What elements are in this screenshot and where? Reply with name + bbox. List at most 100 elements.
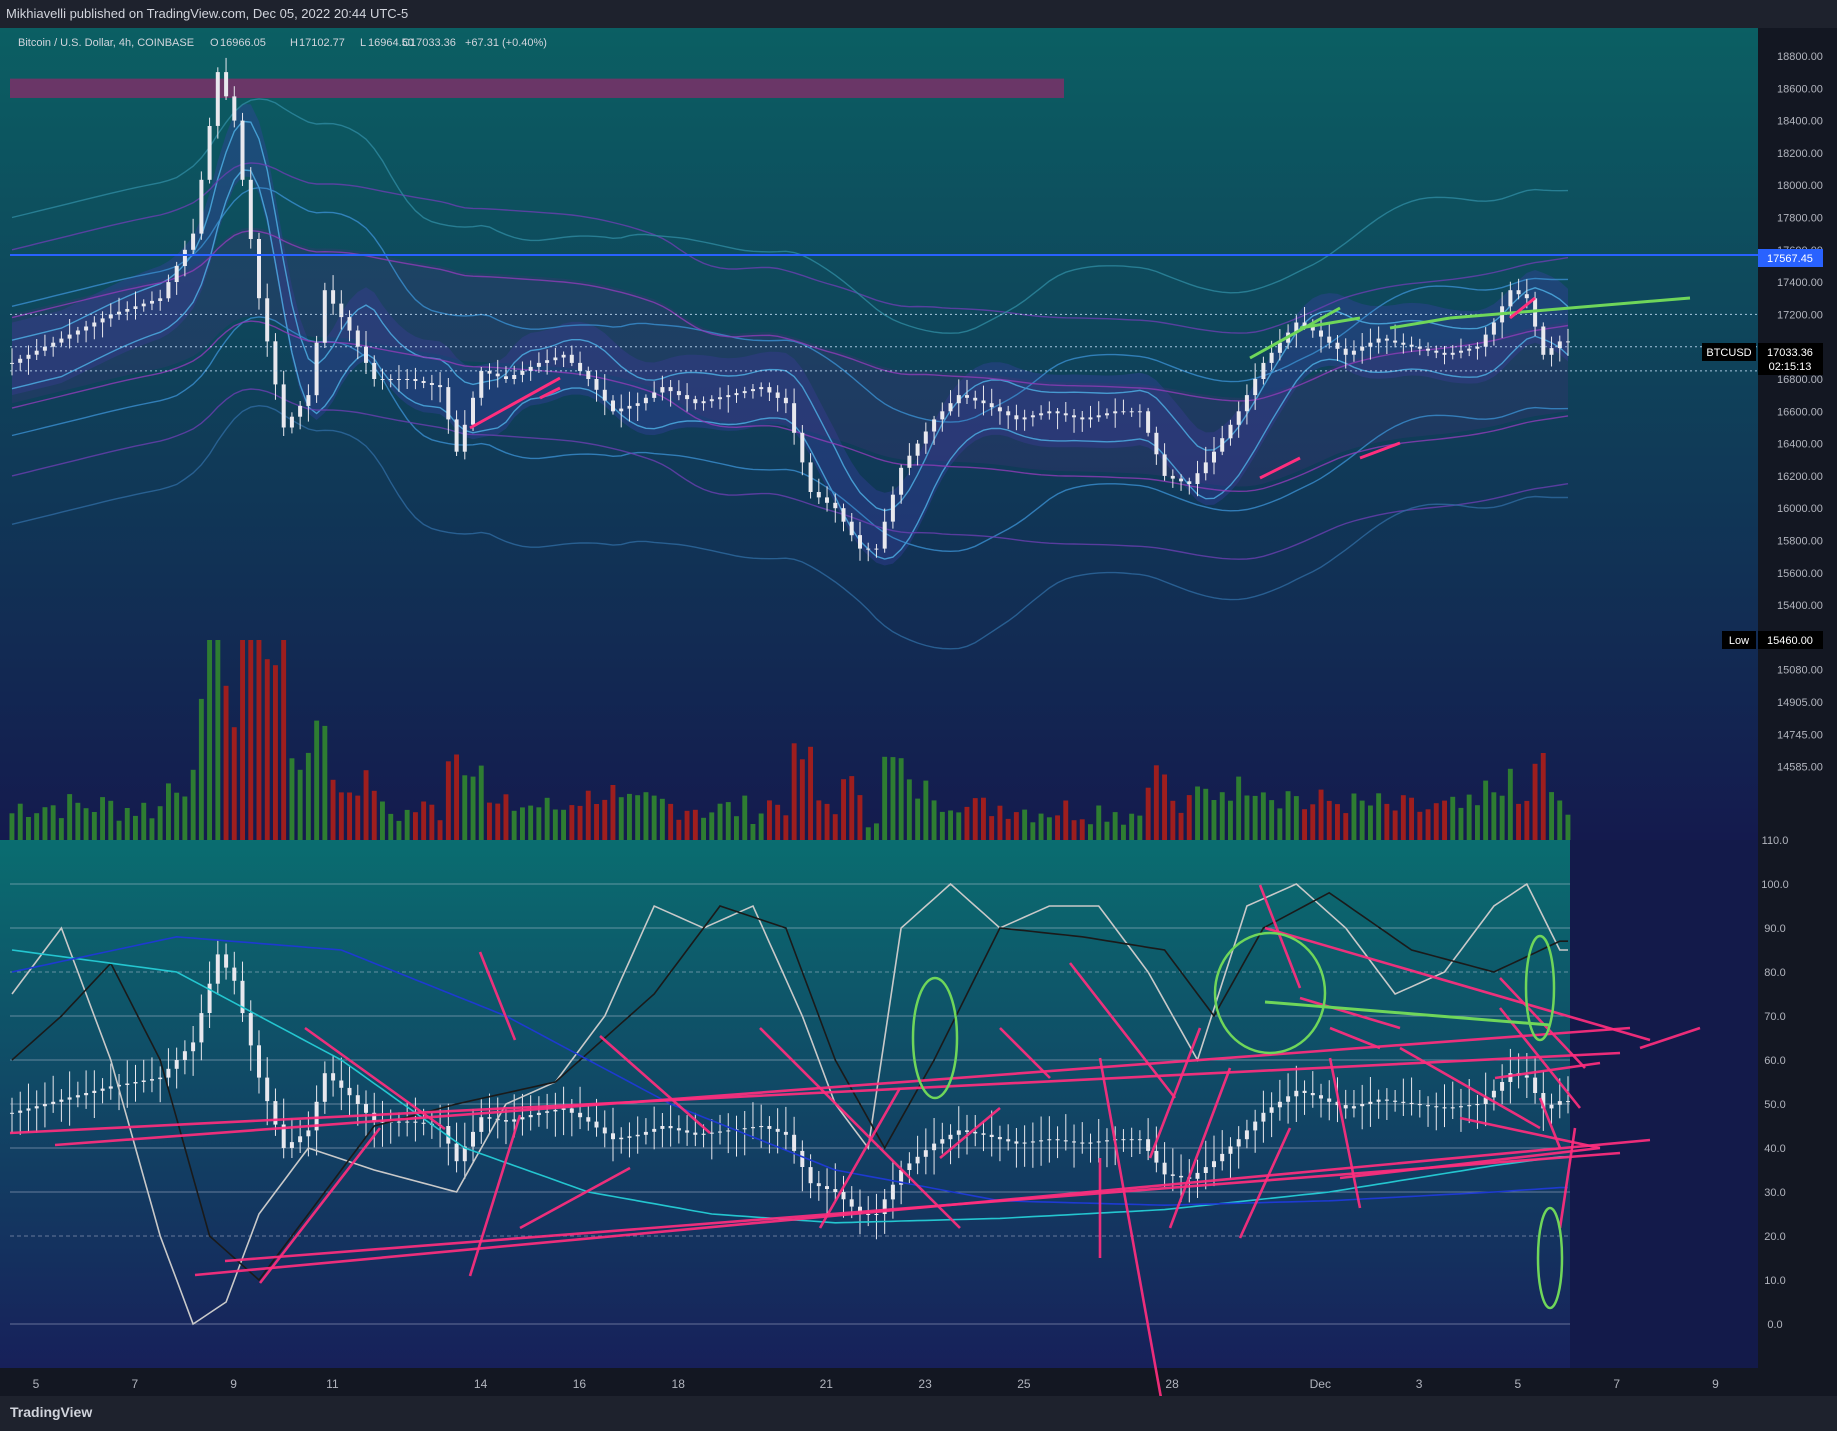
candle-body: [1105, 413, 1109, 416]
oscillator-candle-body: [248, 1013, 253, 1046]
volume-bar: [1507, 768, 1513, 840]
ma-long-band-fill: [12, 227, 1568, 487]
candle-body: [652, 392, 657, 398]
oscillator-candle-body: [1096, 1141, 1101, 1143]
time-axis-tick-label: 3: [1416, 1377, 1423, 1391]
oscillator-candle-body: [1310, 1093, 1315, 1096]
candle-body: [355, 330, 360, 347]
time-axis-tick-label: 18: [672, 1377, 686, 1391]
oscillator-axis-tick-label: 0.0: [1767, 1319, 1782, 1331]
oscillator-candle-body: [1467, 1105, 1472, 1107]
oscillator-axis-tick-label: 80.0: [1764, 967, 1785, 979]
volume-bar: [709, 812, 715, 840]
volume-bar: [1425, 809, 1431, 840]
candle-body: [380, 379, 385, 380]
time-axis-tick-label: 28: [1165, 1377, 1179, 1391]
time-axis-tick-label: Dec: [1310, 1377, 1331, 1391]
oscillator-candle-body: [586, 1117, 591, 1122]
candle-body: [75, 330, 80, 335]
volume-bar: [841, 779, 846, 840]
volume-bar: [1359, 800, 1365, 840]
oscillator-candle-body: [528, 1115, 533, 1118]
volume-bar: [610, 785, 616, 840]
candle-body: [18, 358, 23, 363]
oscillator-candle-body: [265, 1077, 270, 1102]
candle-body: [940, 411, 945, 420]
oscillator-candle-body: [1343, 1105, 1348, 1109]
volume-bar: [1088, 824, 1093, 840]
price-axis-tick-label: 15080.00: [1777, 665, 1823, 677]
countdown-value: 02:15:13: [1769, 361, 1812, 373]
volume-bar: [1162, 774, 1167, 840]
candle-body: [1269, 352, 1274, 363]
oscillator-candle-body: [602, 1127, 607, 1134]
oscillator-candle-body: [1409, 1102, 1414, 1104]
volume-bar: [1022, 809, 1028, 840]
price-axis-tick-label: 15600.00: [1777, 568, 1823, 580]
oscillator-candle-body: [923, 1150, 928, 1157]
oscillator-pink-drawing: [54, 1026, 1631, 1147]
candle-body: [660, 387, 665, 393]
volume-bar: [240, 640, 245, 840]
candle-body: [528, 366, 533, 371]
time-axis-tick-label: 9: [1712, 1377, 1719, 1391]
oscillator-candle-body: [932, 1143, 937, 1151]
oscillator-pink-drawing: [599, 1035, 711, 1134]
candle-body: [1368, 342, 1373, 347]
volume-bar: [1228, 800, 1233, 840]
candle-body: [512, 375, 517, 379]
volume-bar: [141, 802, 147, 840]
oscillator-candle-body: [92, 1090, 97, 1093]
oscillator-axis-tick-label: 50.0: [1764, 1099, 1785, 1111]
volume-bar: [1310, 804, 1316, 840]
candle-body: [42, 346, 47, 351]
volume-bar: [1260, 792, 1266, 840]
oscillator-candle-body: [1253, 1121, 1258, 1131]
candle-body: [314, 342, 319, 396]
time-axis-background: [0, 1368, 1758, 1396]
volume-bar: [767, 800, 772, 840]
oscillator-candle-body: [1228, 1146, 1233, 1154]
candle-body: [429, 383, 434, 385]
time-axis-tick-label: 7: [1613, 1377, 1620, 1391]
candle-body: [1409, 344, 1414, 347]
oscillator-candle-body: [652, 1128, 657, 1132]
candle-body: [1063, 413, 1068, 416]
volume-bar: [347, 792, 352, 840]
oscillator-candle-body: [635, 1134, 640, 1137]
oscillator-pink-drawing: [1329, 1026, 1381, 1050]
candle-body: [841, 508, 846, 522]
candle-body: [734, 393, 739, 396]
candle-body: [569, 354, 574, 363]
volume-bar: [1055, 815, 1060, 840]
oscillator-pink-drawing: [1299, 996, 1401, 1030]
candle-body: [611, 400, 615, 412]
low-value: 16964.50: [368, 37, 414, 49]
chart-svg[interactable]: 18800.00 18600.00 18400.00 18200.00 18000.00…: [0, 28, 1837, 1396]
oscillator-candle-body: [1261, 1112, 1266, 1122]
volume-bar: [1409, 797, 1414, 840]
candle-body: [1319, 330, 1323, 337]
oscillator-candle-body: [1129, 1139, 1134, 1141]
candle-body: [635, 403, 640, 406]
green-ellipse-drawing: [911, 976, 959, 1100]
oscillator-pink-drawing: [258, 1127, 382, 1284]
volume-bar: [561, 809, 566, 840]
oscillator-candle-body: [800, 1150, 805, 1167]
volume-bar: [1096, 805, 1102, 840]
volume-bar: [1458, 807, 1464, 840]
oscillator-candle-body: [174, 1060, 179, 1069]
oscillator-pink-drawing: [1168, 1067, 1232, 1229]
candle-body: [158, 298, 163, 301]
volume-bar: [91, 812, 97, 840]
candle-body: [751, 389, 755, 392]
volume-bar: [223, 685, 229, 840]
oscillator-candle-body: [1319, 1095, 1323, 1099]
oscillator-candle-body: [1524, 1075, 1529, 1078]
candle-body: [1524, 294, 1529, 299]
volume-bar: [1326, 800, 1332, 840]
candle-body: [643, 397, 648, 404]
oscillator-candle-body: [347, 1087, 352, 1096]
oscillator-candle-body: [1179, 1175, 1184, 1178]
oscillator-axis-tick-label: 110.0: [1762, 835, 1789, 847]
